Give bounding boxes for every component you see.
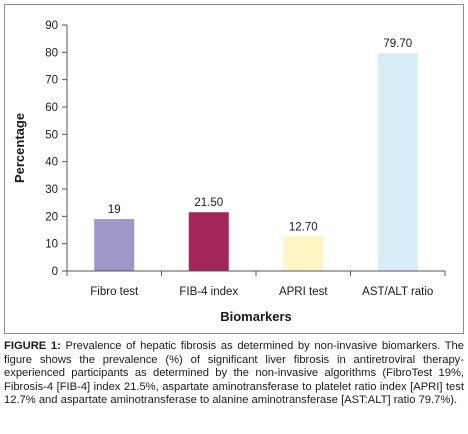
bar-data-label: 19 (108, 204, 121, 216)
bar (377, 53, 418, 271)
x-tick-label: AST/ALT ratio (362, 286, 433, 298)
bar-data-label: 21.50 (194, 197, 223, 209)
bar (188, 212, 229, 271)
bar-data-label: 12.70 (289, 221, 318, 233)
bar (94, 219, 135, 271)
bar-data-label: 79.70 (383, 38, 412, 50)
y-tick-label: 90 (45, 20, 58, 32)
x-axis-ticks: Fibro test FIB-4 index APRI test AST/ALT ra… (66, 271, 446, 298)
y-tick-label: 50 (45, 129, 58, 141)
figure-caption: FIGURE 1: Prevalence of hepatic fibrosis… (4, 340, 464, 408)
y-tick-label: 0 (52, 266, 58, 278)
y-axis-label: Percentage (12, 113, 27, 183)
x-tick-label: Fibro test (90, 286, 139, 298)
x-axis-label: Biomarkers (220, 309, 292, 324)
y-tick-label: 40 (45, 157, 58, 169)
y-tick-label: 10 (45, 239, 58, 251)
y-axis-ticks: 0 10 20 30 40 50 60 70 80 90 (45, 20, 67, 278)
bar-chart: 0 10 20 30 40 50 60 70 80 90 19 21.50 12.70 79.70 Fi… (12, 20, 446, 324)
bar (283, 236, 324, 271)
y-tick-label: 20 (45, 211, 58, 223)
y-tick-label: 70 (45, 75, 58, 87)
x-tick-label: APRI test (279, 286, 328, 298)
y-tick-label: 30 (45, 184, 58, 196)
y-tick-label: 80 (45, 47, 58, 59)
x-tick-label: FIB-4 index (179, 286, 238, 298)
caption-label: FIGURE 1: (4, 340, 61, 352)
bars: 19 21.50 12.70 79.70 (94, 38, 418, 271)
y-tick-label: 60 (45, 102, 58, 114)
figure-frame: 0 10 20 30 40 50 60 70 80 90 19 21.50 12.70 79.70 Fi… (4, 4, 464, 334)
caption-text: Prevalence of hepatic fibrosis as determ… (4, 340, 464, 407)
